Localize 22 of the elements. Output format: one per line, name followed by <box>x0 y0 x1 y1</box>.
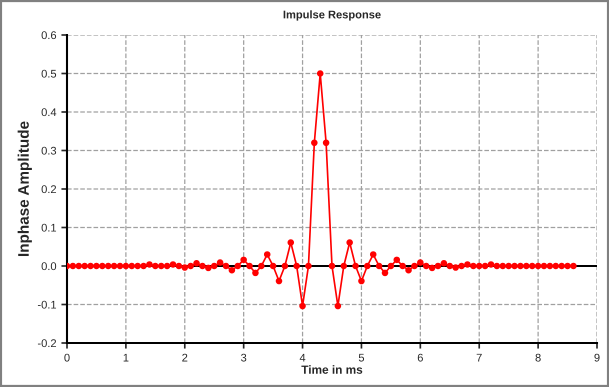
x-tick-label: 6 <box>418 354 423 362</box>
y-tick-label: 0.4 <box>42 108 56 116</box>
x-tick-label: 5 <box>358 354 364 362</box>
chart-title: Impulse Response <box>284 10 381 21</box>
x-tick-label: 3 <box>241 354 246 362</box>
y-tick-label: 0.0 <box>42 262 56 270</box>
y-axis-title: Inphase Amplitude <box>18 121 32 256</box>
y-tick-label: 0.5 <box>42 70 56 78</box>
x-axis-title: Time in ms <box>301 365 362 374</box>
y-tick-label: 0.3 <box>42 146 56 155</box>
x-tick-label: 8 <box>536 354 541 362</box>
y-tick-label: 0.1 <box>42 224 56 232</box>
y-tick-label: 0.6 <box>42 31 56 40</box>
y-tick-label: -0.2 <box>38 339 56 348</box>
y-tick-label: 0.2 <box>42 185 56 194</box>
x-tick-label: 1 <box>124 354 128 362</box>
x-tick-label: 2 <box>182 354 188 362</box>
x-tick-label: 9 <box>594 354 600 362</box>
x-tick-label: 7 <box>476 354 482 362</box>
x-tick-label: 0 <box>64 354 70 362</box>
x-tick-label: 4 <box>300 354 306 362</box>
y-tick-label: -0.1 <box>38 300 56 309</box>
